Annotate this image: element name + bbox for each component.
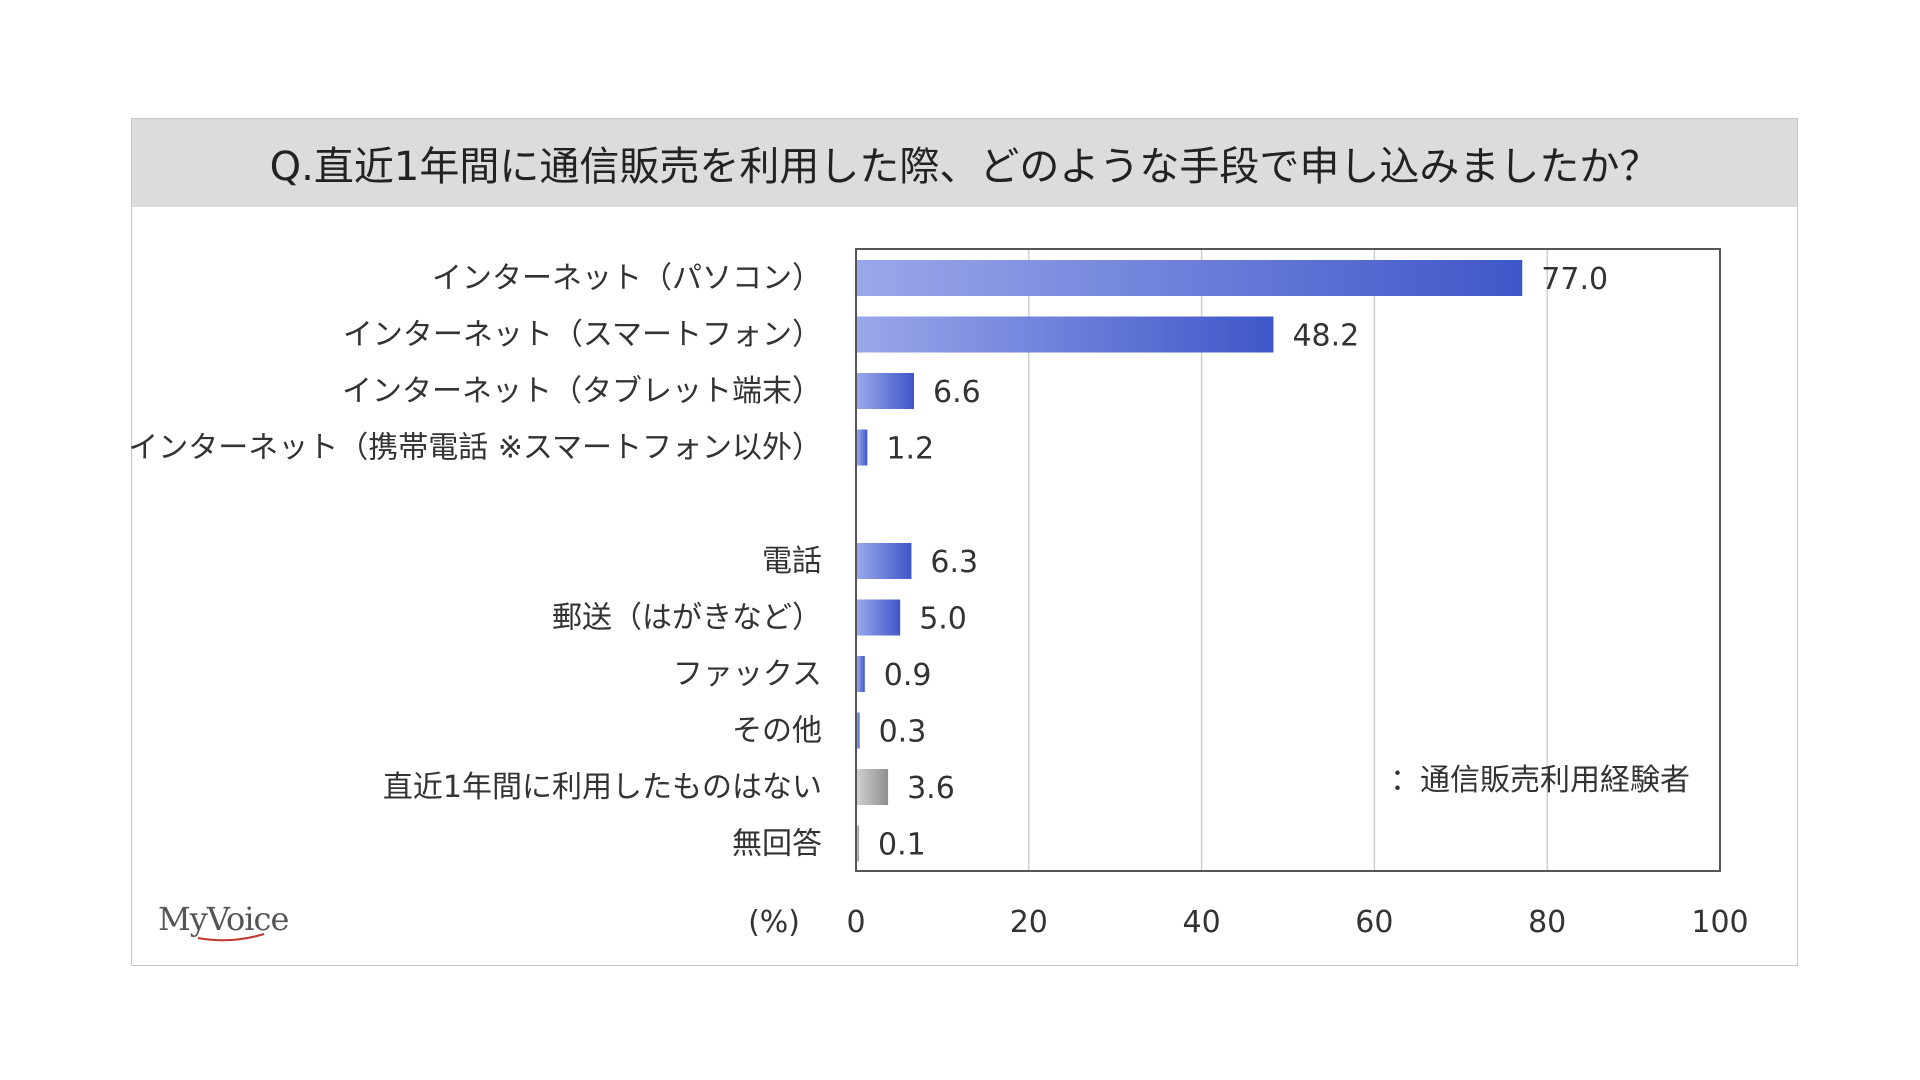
x-tick-label: 100 xyxy=(1691,905,1748,940)
bar xyxy=(857,316,1274,353)
unit-label: (%) xyxy=(748,905,800,940)
x-tick-label: 40 xyxy=(1183,905,1221,940)
category-label: インターネット（スマートフォン） xyxy=(343,318,822,353)
x-tick-label: 0 xyxy=(846,905,865,940)
data-label: 5.0 xyxy=(919,602,967,637)
data-label: 77.0 xyxy=(1541,262,1608,297)
bar xyxy=(857,260,1523,296)
data-label: 0.9 xyxy=(884,658,932,693)
bar xyxy=(857,599,901,636)
chart-title: Q.直近1年間に通信販売を利用した際、どのような手段で申し込みましたか？ xyxy=(269,144,1660,190)
data-label: 1.2 xyxy=(886,432,934,467)
logo-swoosh-icon xyxy=(197,933,265,942)
data-label: 0.3 xyxy=(879,715,927,750)
bar xyxy=(857,769,889,805)
category-label: ファックス xyxy=(673,657,822,692)
title-bar: Q.直近1年間に通信販売を利用した際、どのような手段で申し込みましたか？ xyxy=(132,119,1797,207)
myvoice-logo: MyVoice xyxy=(158,900,289,938)
data-label: 6.3 xyxy=(930,545,978,580)
category-label: インターネット（携帯電話 ※スマートフォン以外） xyxy=(128,431,822,466)
x-tick-label: 60 xyxy=(1355,905,1393,940)
category-label: その他 xyxy=(732,714,822,749)
x-tick-label: 20 xyxy=(1010,905,1048,940)
bar xyxy=(857,373,915,409)
category-label: インターネット（パソコン） xyxy=(432,261,822,296)
category-label: 郵送（はがきなど） xyxy=(552,601,822,636)
x-tick-label: 80 xyxy=(1528,905,1566,940)
data-label: 48.2 xyxy=(1292,319,1359,354)
bar xyxy=(857,656,865,692)
bar xyxy=(857,429,868,466)
chart-panel: Q.直近1年間に通信販売を利用した際、どのような手段で申し込みましたか？ xyxy=(131,118,1798,966)
bar xyxy=(857,825,859,862)
data-label: 0.1 xyxy=(878,828,926,863)
data-label: 6.6 xyxy=(933,375,981,410)
category-label: インターネット（タブレット端末） xyxy=(342,374,822,409)
data-label: 3.6 xyxy=(907,771,955,806)
category-label: 無回答 xyxy=(732,827,822,862)
legend-label: ：通信販売利用経験者 xyxy=(1390,763,1690,798)
category-label: 直近1年間に利用したものはない xyxy=(383,770,822,805)
bar xyxy=(857,543,912,579)
bar xyxy=(857,712,860,749)
category-label: 電話 xyxy=(762,544,822,579)
plot-area-frame xyxy=(855,248,1721,872)
